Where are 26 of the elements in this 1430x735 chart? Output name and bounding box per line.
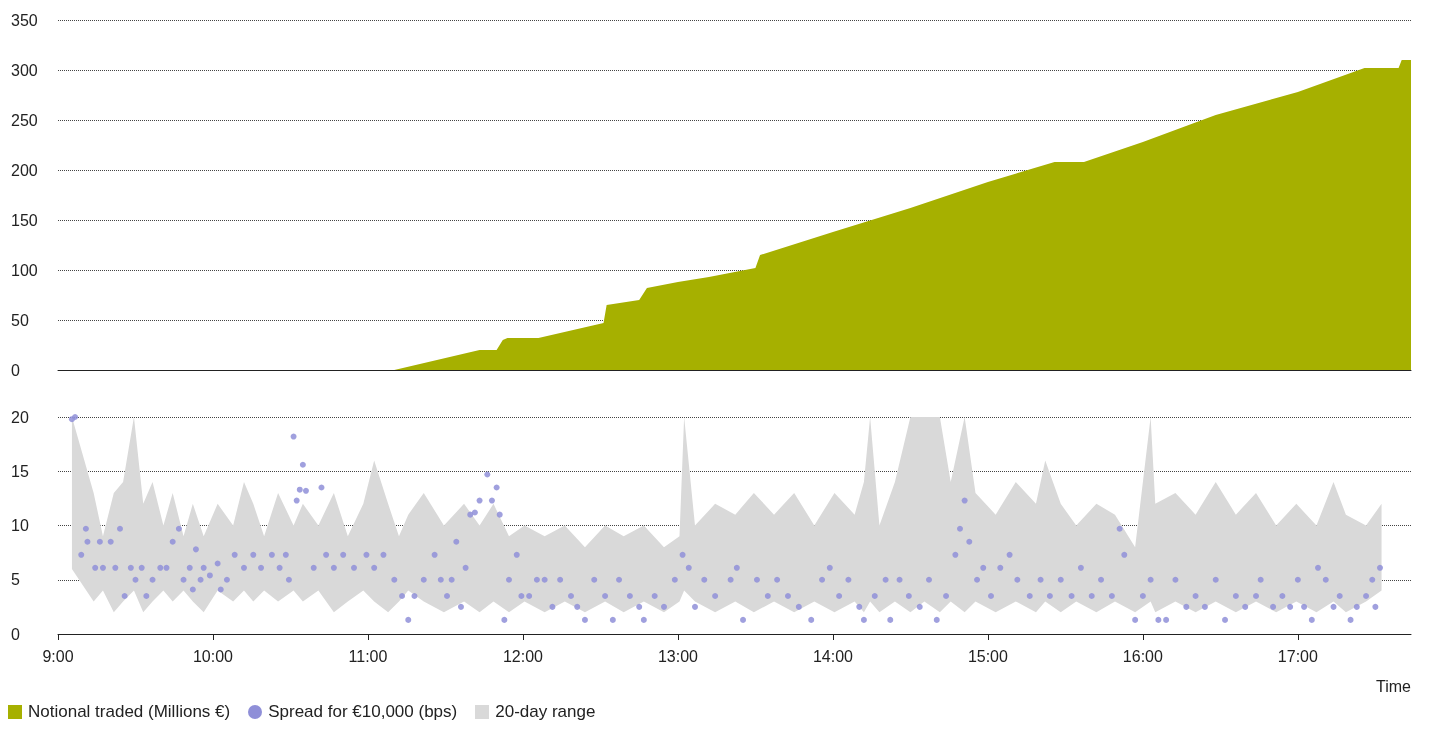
y-tick-label: 20 (11, 408, 29, 426)
y-tick-label: 150 (11, 211, 38, 229)
x-tick-label: 14:00 (812, 647, 854, 665)
y-tick-label: 50 (11, 311, 29, 329)
x-tick-label: 9:00 (42, 647, 74, 665)
x-tick-label: 11:00 (348, 647, 388, 665)
y-tick-label: 350 (11, 11, 38, 29)
x-tick-label: 12:00 (502, 647, 544, 665)
x-axis-title: Time (1376, 677, 1412, 695)
y-tick-label: 0 (11, 625, 20, 643)
x-tick-label: 17:00 (1277, 647, 1318, 665)
y-tick-label: 10 (11, 517, 29, 534)
x-tick-label: 15:00 (967, 647, 1009, 665)
y-tick-label: 200 (11, 161, 38, 179)
legend-label: Notional traded (Millions €) (28, 702, 231, 722)
y-tick-label: 100 (11, 261, 38, 279)
legend-label: Spread for €10,000 (bps) (268, 702, 458, 722)
y-tick-label: 5 (11, 571, 20, 589)
y-tick-label: 0 (11, 361, 20, 379)
x-tick-label: 16:00 (1122, 647, 1163, 665)
legend-label: 20-day range (495, 702, 596, 722)
y-tick-label: 250 (11, 111, 38, 129)
x-tick-label: 10:00 (192, 647, 234, 665)
y-tick-label: 15 (11, 462, 29, 480)
y-tick-label: 300 (11, 61, 38, 79)
x-tick-label: 13:00 (657, 647, 699, 665)
